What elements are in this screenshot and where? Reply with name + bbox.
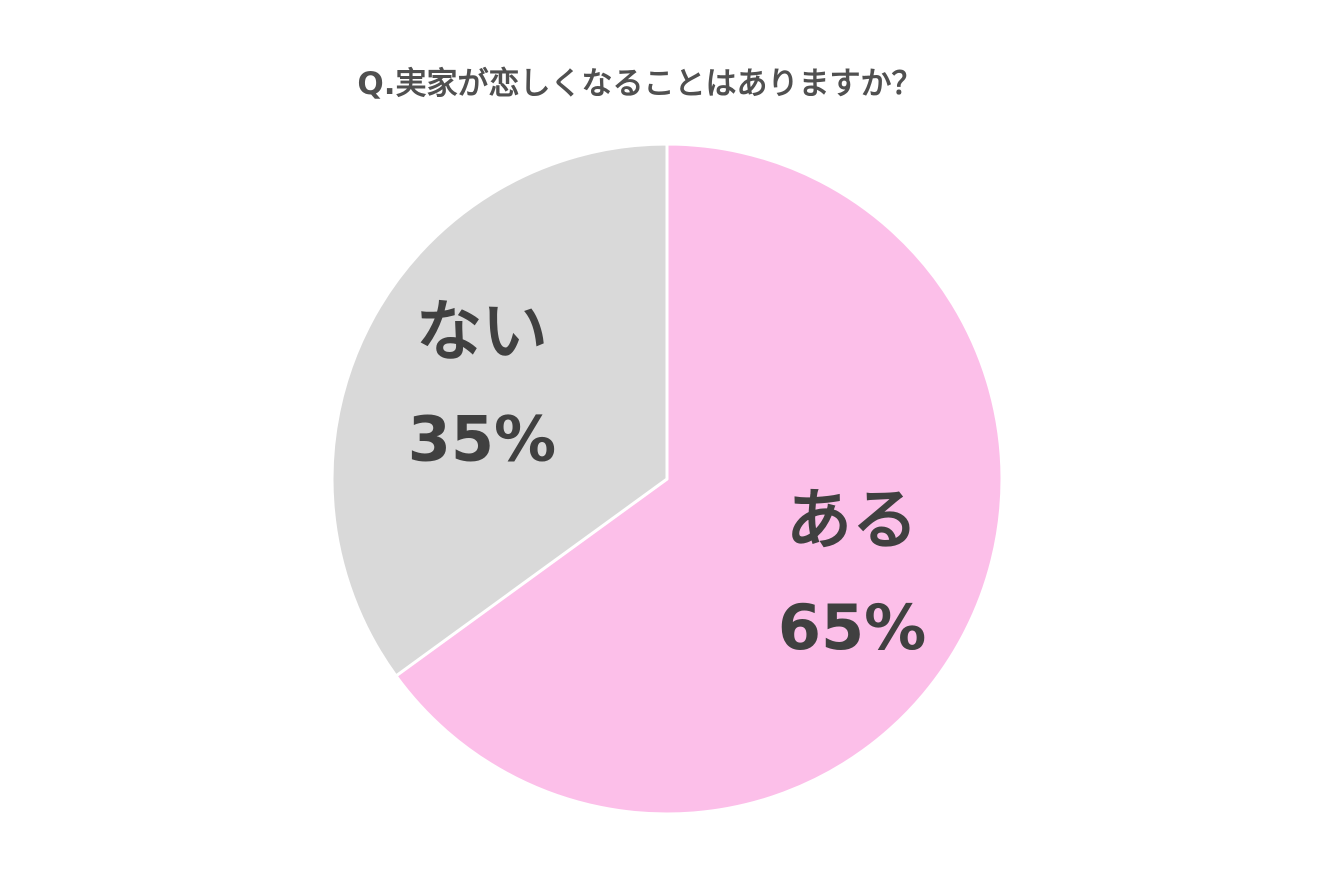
slice-value-label: 35% (408, 402, 556, 475)
chart-title: Q.実家が恋しくなることはありますか？ (357, 66, 923, 102)
slice-label: ある (786, 481, 918, 558)
pie-slice-nai (330, 142, 669, 678)
slice-value-label: 65% (778, 591, 926, 664)
pie-slice-aru (394, 142, 1004, 816)
slice-label: ない (416, 293, 548, 370)
pie-labels: ある 65% ない 35% (408, 293, 927, 664)
pie-slices (330, 142, 1004, 816)
